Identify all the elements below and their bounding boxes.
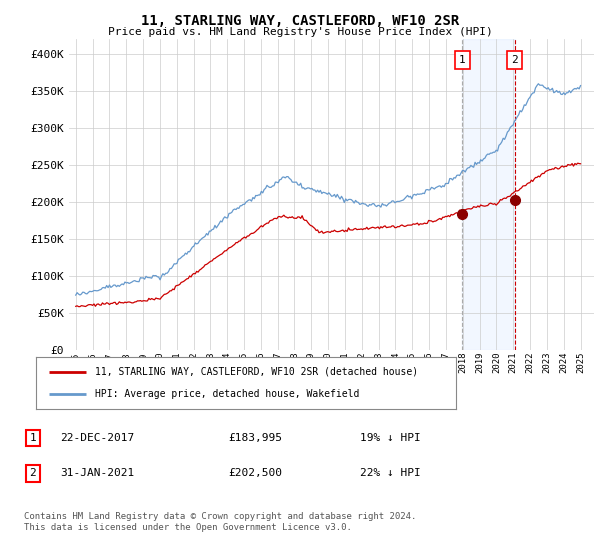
- Text: 19% ↓ HPI: 19% ↓ HPI: [360, 433, 421, 443]
- Text: 2: 2: [511, 55, 518, 65]
- Text: Contains HM Land Registry data © Crown copyright and database right 2024.
This d: Contains HM Land Registry data © Crown c…: [24, 512, 416, 532]
- Bar: [462, 39, 515, 350]
- Text: 11, STARLING WAY, CASTLEFORD, WF10 2SR: 11, STARLING WAY, CASTLEFORD, WF10 2SR: [141, 14, 459, 28]
- Text: 11, STARLING WAY, CASTLEFORD, WF10 2SR (detached house): 11, STARLING WAY, CASTLEFORD, WF10 2SR (…: [95, 367, 418, 377]
- Text: £202,500: £202,500: [228, 468, 282, 478]
- Text: Price paid vs. HM Land Registry's House Price Index (HPI): Price paid vs. HM Land Registry's House …: [107, 27, 493, 37]
- Text: 1: 1: [29, 433, 37, 443]
- Text: £183,995: £183,995: [228, 433, 282, 443]
- Text: HPI: Average price, detached house, Wakefield: HPI: Average price, detached house, Wake…: [95, 389, 359, 399]
- Text: 22% ↓ HPI: 22% ↓ HPI: [360, 468, 421, 478]
- Text: 2: 2: [29, 468, 37, 478]
- Text: 31-JAN-2021: 31-JAN-2021: [60, 468, 134, 478]
- Text: 1: 1: [459, 55, 466, 65]
- Text: 22-DEC-2017: 22-DEC-2017: [60, 433, 134, 443]
